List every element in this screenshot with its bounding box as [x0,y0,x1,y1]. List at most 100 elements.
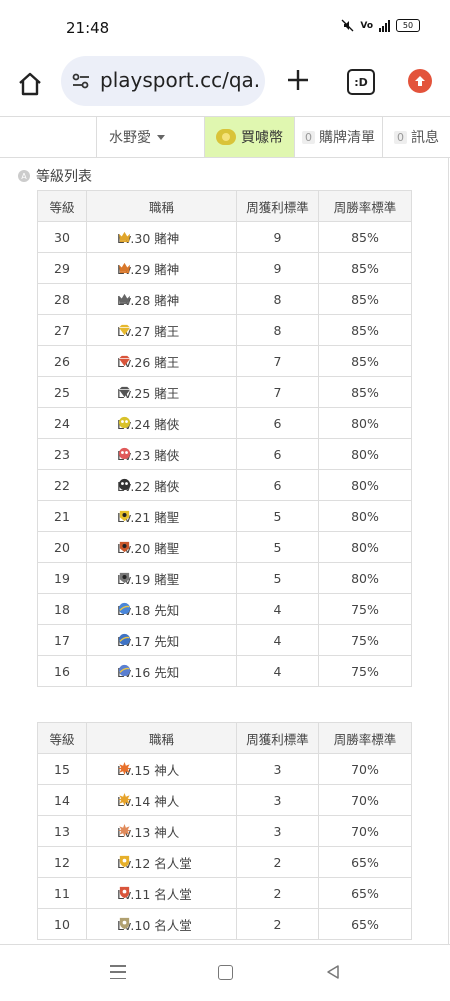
url-text[interactable]: playsport.cc/qa.p [100,68,260,92]
level-row: 24 Lv.24 賭俠 6 80% [37,407,412,439]
title-cell: Lv.30 賭神 [86,221,237,253]
level-cell: 11 [37,877,87,909]
level-row: 30 Lv.30 賭神 9 85% [37,221,412,253]
title-text: Lv.16 先知 [117,664,180,680]
cart-link[interactable]: 0 購牌清單 [294,117,382,157]
level-row: 22 Lv.22 賭俠 6 80% [37,469,412,501]
level-cell: 23 [37,438,87,470]
profit-cell: 7 [236,376,319,408]
winrate-cell: 85% [318,221,412,253]
title-text: Lv.14 神人 [117,793,180,809]
header-winrate: 周勝率標準 [318,190,412,222]
level-row: 27 Lv.27 賭王 8 85% [37,314,412,346]
arrow-up-icon [415,76,425,86]
level-row: 19 Lv.19 賭聖 5 80% [37,562,412,594]
winrate-cell: 80% [318,500,412,532]
title-text: Lv.26 賭王 [117,354,180,370]
buy-coins-button[interactable]: 買噱幣 [204,117,294,157]
crown-icon [118,293,131,305]
title-text: Lv.18 先知 [117,602,180,618]
sun-icon [118,824,131,837]
title-cell: Lv.18 先知 [86,593,237,625]
badge-icon [119,572,130,584]
profit-cell: 2 [236,908,319,940]
profit-cell: 6 [236,469,319,501]
new-tab-button[interactable] [284,66,312,94]
title-cell: Lv.20 賭聖 [86,531,237,563]
title-text: Lv.30 賭神 [117,230,180,246]
level-row: 14 Lv.14 神人 3 70% [37,784,412,816]
level-row: 21 Lv.21 賭聖 5 80% [37,500,412,532]
plus-icon [288,70,308,90]
level-cell: 27 [37,314,87,346]
site-nav: 水野愛 買噱幣 0 購牌清單 0 訊息 [0,116,450,158]
level-cell: 24 [37,407,87,439]
section-icon: A [18,170,30,182]
title-text: Lv.22 賭俠 [117,478,180,494]
messages-link[interactable]: 0 訊息 [382,117,450,157]
address-bar[interactable]: playsport.cc/qa.p [61,56,265,106]
level-cell: 30 [37,221,87,253]
site-settings-icon[interactable] [71,71,91,91]
title-text: Lv.11 名人堂 [117,886,192,902]
update-button[interactable] [408,69,432,93]
shield-icon [119,855,130,868]
level-cell: 12 [37,846,87,878]
level-row: 28 Lv.28 賭神 8 85% [37,283,412,315]
mask-icon [118,447,131,460]
back-button[interactable] [325,964,341,980]
title-cell: Lv.12 名人堂 [86,846,237,878]
home-icon [19,72,41,96]
level-cell: 19 [37,562,87,594]
title-text: Lv.25 賭王 [117,385,180,401]
winrate-cell: 75% [318,593,412,625]
sun-icon [118,762,131,775]
level-cell: 14 [37,784,87,816]
header-winrate: 周勝率標準 [318,722,412,754]
title-text: Lv.19 賭聖 [117,571,180,587]
winrate-cell: 80% [318,438,412,470]
winrate-cell: 70% [318,784,412,816]
title-cell: Lv.19 賭聖 [86,562,237,594]
winrate-cell: 65% [318,908,412,940]
signal-icon [379,19,390,32]
profit-cell: 2 [236,846,319,878]
profit-cell: 6 [236,438,319,470]
mask-icon [118,416,131,429]
winrate-cell: 65% [318,846,412,878]
recent-apps-button[interactable] [110,965,126,979]
browser-toolbar: playsport.cc/qa.p :D [0,56,450,114]
level-row: 29 Lv.29 賭神 9 85% [37,252,412,284]
status-icons: Vo 50 [341,19,420,32]
profit-cell: 9 [236,221,319,253]
profit-cell: 2 [236,877,319,909]
user-menu[interactable]: 水野愛 [96,117,204,157]
tab-switcher-button[interactable]: :D [347,69,375,95]
level-row: 25 Lv.25 賭王 7 85% [37,376,412,408]
orb-icon [118,664,131,677]
messages-label: 訊息 [411,130,439,146]
title-cell: Lv.16 先知 [86,655,237,687]
title-cell: Lv.27 賭王 [86,314,237,346]
level-row: 10 Lv.10 名人堂 2 65% [37,908,412,940]
profit-cell: 4 [236,624,319,656]
title-text: Lv.23 賭俠 [117,447,180,463]
level-row: 23 Lv.23 賭俠 6 80% [37,438,412,470]
level-row: 12 Lv.12 名人堂 2 65% [37,846,412,878]
profit-cell: 5 [236,500,319,532]
system-home-button[interactable] [218,965,233,980]
level-row: 15 Lv.15 神人 3 70% [37,753,412,785]
crown-icon [118,262,131,274]
title-cell: Lv.13 神人 [86,815,237,847]
mask-icon [118,478,131,491]
profit-cell: 8 [236,283,319,315]
level-cell: 28 [37,283,87,315]
header-profit: 周獲利標準 [236,722,319,754]
battery-icon: 50 [396,19,420,32]
home-button[interactable] [14,68,46,100]
winrate-cell: 80% [318,531,412,563]
header-level: 等級 [37,722,87,754]
header-title: 職稱 [86,722,237,754]
messages-count-badge: 0 [394,130,407,144]
level-cell: 13 [37,815,87,847]
